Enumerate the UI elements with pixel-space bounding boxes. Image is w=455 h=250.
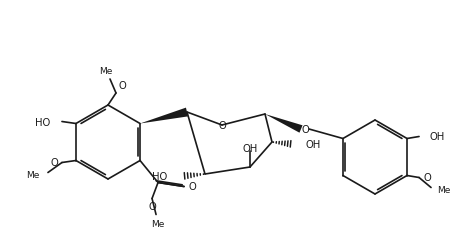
Text: HO: HO — [152, 171, 167, 181]
Text: Me: Me — [437, 185, 450, 194]
Text: Me: Me — [26, 170, 40, 179]
Text: O: O — [301, 124, 309, 134]
Text: O: O — [188, 182, 196, 192]
Text: Me: Me — [152, 219, 165, 228]
Text: OH: OH — [429, 132, 444, 142]
Text: HO: HO — [35, 117, 50, 127]
Text: OH: OH — [306, 140, 321, 149]
Text: Me: Me — [99, 67, 113, 76]
Polygon shape — [265, 114, 303, 133]
Text: O: O — [423, 173, 431, 183]
Text: O: O — [148, 202, 156, 212]
Text: OH: OH — [243, 144, 258, 154]
Text: O: O — [50, 158, 58, 168]
Text: O: O — [118, 81, 126, 91]
Polygon shape — [140, 108, 188, 124]
Text: O: O — [218, 120, 226, 130]
